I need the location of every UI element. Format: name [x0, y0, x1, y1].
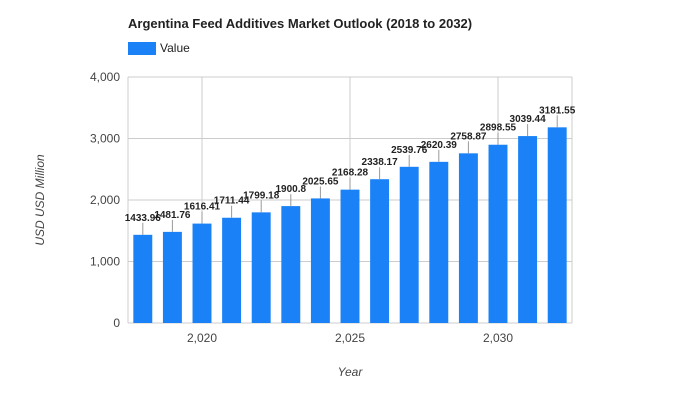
legend-swatch	[128, 41, 156, 55]
data-label: 1481.76	[154, 210, 191, 221]
bar	[310, 198, 330, 323]
x-axis-title: Year	[338, 365, 364, 379]
data-label: 2025.65	[302, 176, 339, 187]
data-label: 3039.44	[510, 114, 547, 125]
bar	[429, 161, 449, 323]
x-tick-label: 2,025	[335, 331, 365, 345]
bar	[370, 179, 390, 323]
data-label: 1799.18	[243, 190, 280, 201]
bar	[340, 189, 360, 323]
bar	[133, 234, 153, 323]
legend-label: Value	[160, 41, 190, 55]
y-tick-label: 3,000	[90, 132, 120, 146]
data-label: 1900.8	[276, 184, 307, 195]
y-tick-label: 0	[113, 316, 120, 330]
bar	[547, 127, 567, 323]
data-label: 2898.55	[480, 123, 517, 134]
bar	[281, 206, 301, 323]
data-label: 2168.28	[332, 168, 369, 179]
bar	[251, 212, 271, 323]
data-label: 2758.87	[450, 131, 487, 142]
bar	[222, 217, 242, 323]
y-tick-label: 1,000	[90, 255, 120, 269]
bar	[162, 231, 182, 323]
bar	[458, 153, 478, 323]
data-label: 1616.41	[184, 202, 221, 213]
bar	[488, 144, 508, 323]
bar	[518, 136, 538, 323]
bar	[399, 166, 419, 323]
x-tick-label: 2,030	[483, 331, 513, 345]
data-label: 1433.96	[125, 213, 162, 224]
data-label: 2620.39	[421, 140, 458, 151]
chart-title: Argentina Feed Additives Market Outlook …	[128, 16, 473, 31]
x-tick-label: 2,020	[187, 331, 217, 345]
data-label: 2338.17	[362, 157, 399, 168]
y-axis-title: USD USD Million	[33, 154, 47, 246]
data-label: 3181.55	[539, 105, 576, 116]
data-label: 2539.76	[391, 145, 428, 156]
data-label: 1711.44	[214, 196, 250, 207]
y-tick-label: 4,000	[90, 70, 120, 84]
y-tick-label: 2,000	[90, 193, 120, 207]
legend[interactable]: Value	[128, 40, 190, 56]
bar	[192, 223, 212, 323]
